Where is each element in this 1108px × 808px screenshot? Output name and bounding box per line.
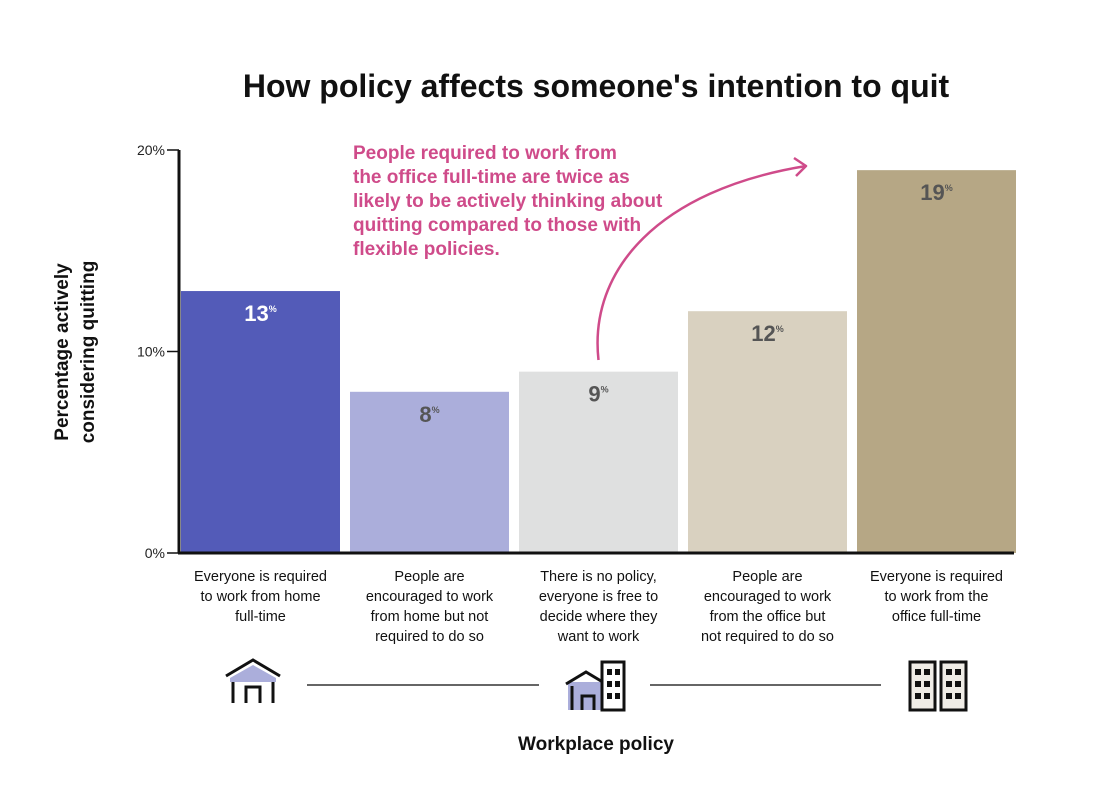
bars [181,170,1016,553]
category-label: People are encouraged to work from home bu… [366,569,494,645]
annotation-arrow [596,164,807,361]
chart-title: How policy affects someone's intention t… [243,68,950,104]
category-label: Everyone is required to work from the offi… [870,569,1003,625]
category-labels: Everyone is required to work from home ful… [194,569,1003,645]
annotation: People required to work from the office f… [353,143,808,361]
y-tick-label: 0% [145,545,165,561]
y-tick-label: 20% [137,142,165,158]
y-axis-ticks: 0% 10% 20% [137,142,179,561]
house-icon [225,658,281,703]
bar [181,291,340,553]
bar [350,391,509,553]
y-axis-label: Percentage actively considering quitting [52,261,99,444]
category-label: There is no policy, everyone is free to de… [539,569,658,645]
category-label: Everyone is required to work from home ful… [194,569,327,625]
bar [857,170,1016,553]
category-label: People are encouraged to work from the off… [701,569,834,645]
y-tick-label: 10% [137,344,165,360]
annotation-text: People required to work from the office f… [353,143,663,260]
annotation-arrowhead [793,156,808,177]
icon-row [225,658,968,712]
axes [177,150,1014,555]
bar [519,371,678,553]
office-buildings-icon [908,660,968,712]
y-axis-label-line: considering quitting [78,261,99,444]
bar [688,311,847,553]
x-axis-label: Workplace policy [518,734,674,755]
y-axis-label-line: Percentage actively [52,263,73,441]
house-and-office-icon [565,660,626,712]
